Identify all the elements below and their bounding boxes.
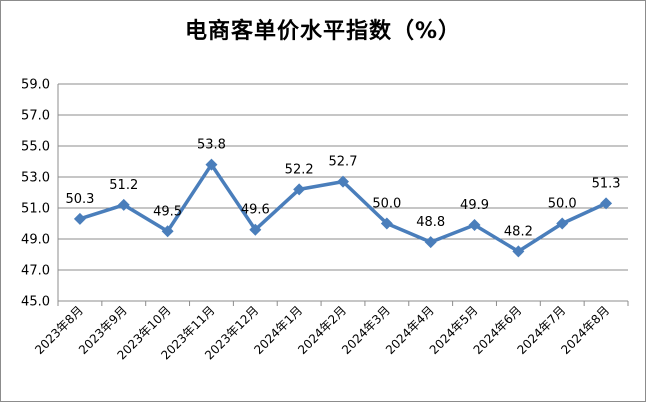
data-point-marker	[380, 217, 393, 230]
data-point-marker	[424, 236, 437, 249]
data-point-marker	[468, 219, 481, 232]
data-label: 53.8	[197, 138, 226, 153]
data-label: 52.7	[329, 155, 358, 170]
y-tick-label: 49.0	[21, 233, 50, 248]
data-point-marker	[556, 217, 569, 230]
data-label: 49.9	[460, 198, 489, 213]
y-tick-label: 53.0	[21, 171, 50, 186]
data-point-marker	[205, 158, 218, 171]
data-label: 50.3	[65, 192, 94, 207]
y-tick-label: 51.0	[21, 202, 50, 217]
y-tick-label: 45.0	[21, 295, 50, 310]
data-label: 48.2	[504, 224, 533, 239]
y-tick-label: 57.0	[21, 109, 50, 124]
data-point-marker	[293, 183, 306, 196]
data-point-marker	[161, 225, 174, 238]
data-label: 48.8	[416, 215, 445, 230]
data-point-marker	[249, 223, 262, 236]
data-point-marker	[512, 245, 525, 258]
data-label: 49.5	[153, 204, 182, 219]
data-label: 50.0	[548, 197, 577, 212]
data-point-marker	[600, 197, 613, 210]
data-label: 51.2	[109, 178, 138, 193]
data-label: 52.2	[285, 162, 314, 177]
data-label: 51.3	[592, 176, 621, 191]
data-point-marker	[73, 212, 86, 225]
y-tick-label: 55.0	[21, 140, 50, 155]
data-label: 49.6	[241, 203, 270, 218]
data-point-marker	[337, 175, 349, 188]
data-label: 50.0	[372, 197, 401, 212]
y-tick-label: 47.0	[21, 264, 50, 279]
data-point-marker	[117, 198, 130, 211]
chart-title: 电商客单价水平指数（%）	[184, 19, 462, 44]
y-tick-label: 59.0	[21, 78, 50, 93]
